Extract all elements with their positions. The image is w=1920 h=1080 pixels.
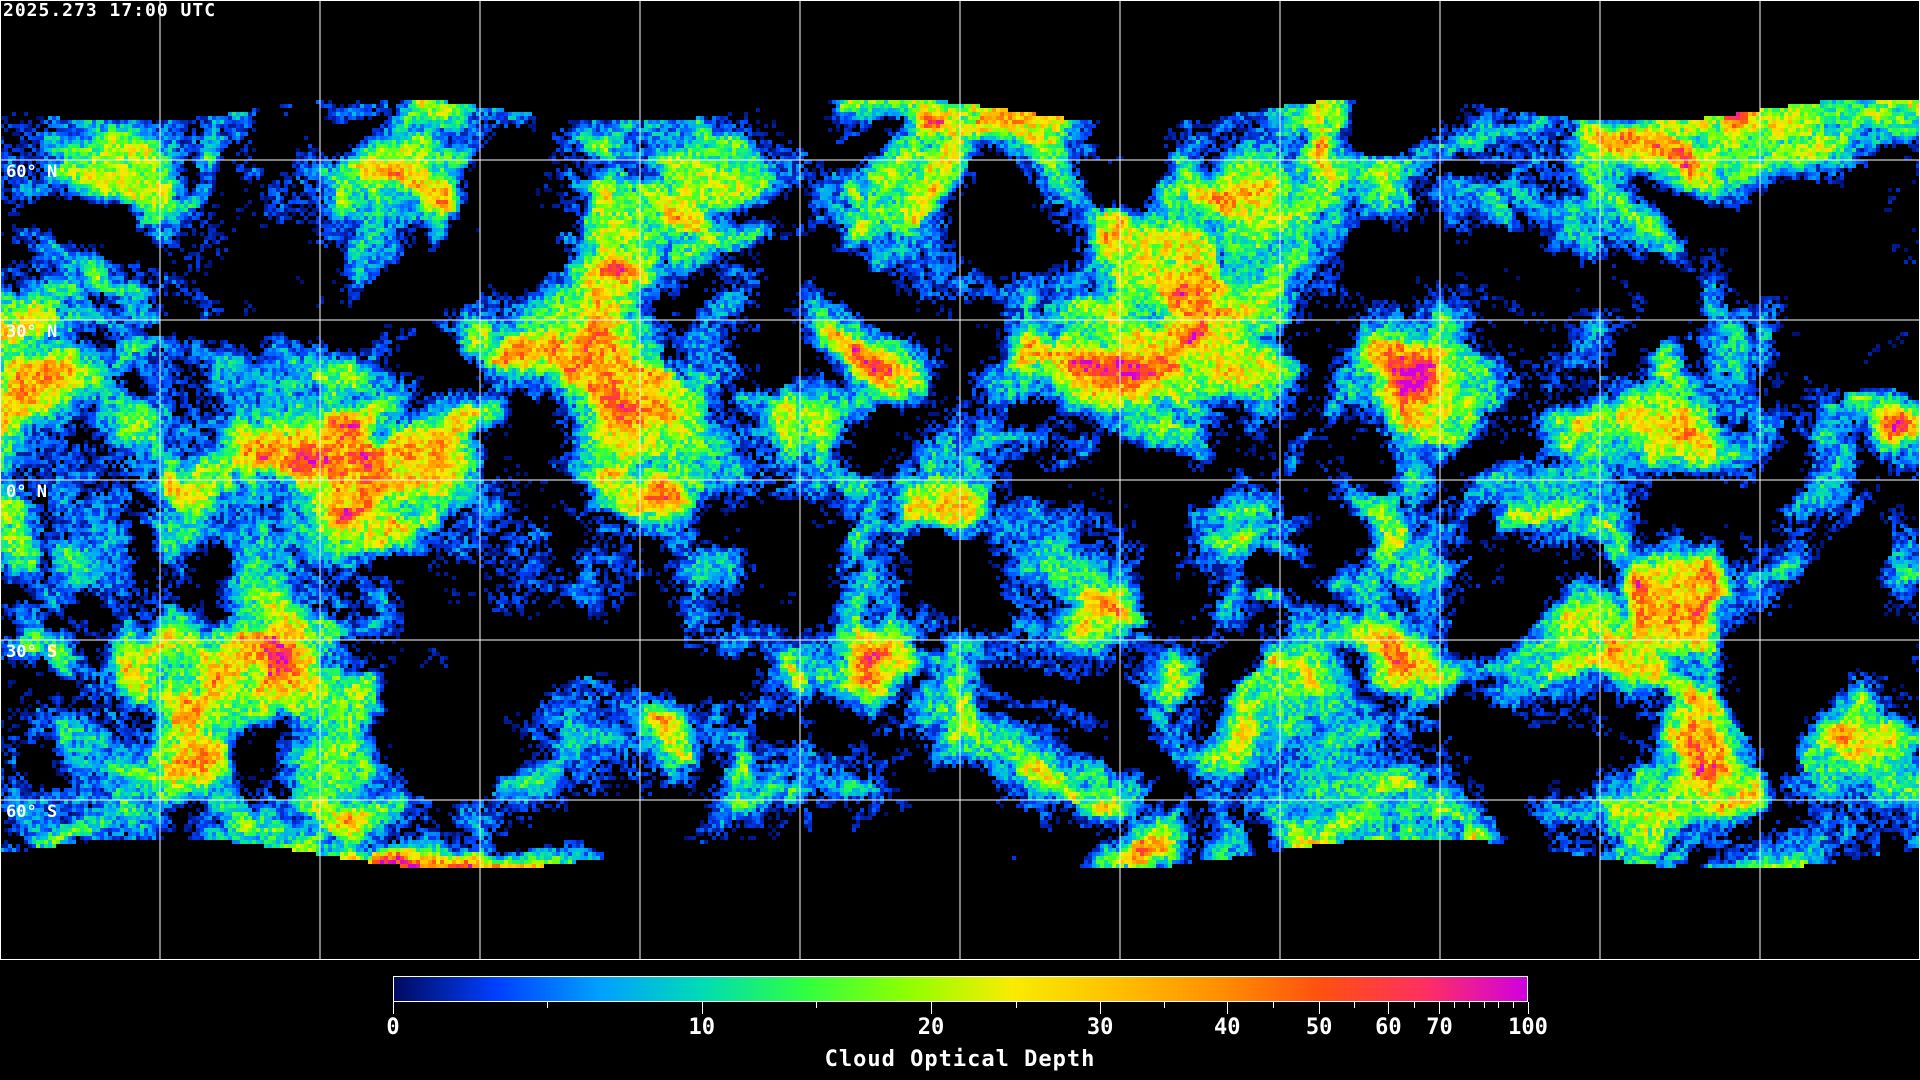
colorbar-minor-tick bbox=[547, 1002, 549, 1008]
lat-label-60s: 60° S bbox=[6, 802, 58, 822]
colorbar-minor-tick bbox=[1015, 1002, 1017, 1008]
colorbar-tick-label: 70 bbox=[1426, 1015, 1453, 1040]
lat-label-30s: 30° S bbox=[6, 642, 58, 662]
colorbar-minor-tick bbox=[1468, 1002, 1470, 1008]
colorbar-minor-tick bbox=[1513, 1002, 1515, 1008]
colorbar-tick-label: 100 bbox=[1508, 1015, 1548, 1040]
colorbar-tick-label: 60 bbox=[1375, 1015, 1402, 1040]
colorbar-tick-label: 10 bbox=[688, 1015, 715, 1040]
colorbar-tick-label: 40 bbox=[1213, 1015, 1241, 1040]
colorbar-minor-tick bbox=[1483, 1002, 1485, 1008]
colorbar-major-tick bbox=[1388, 1002, 1390, 1014]
colorbar-major-tick bbox=[1528, 1002, 1529, 1014]
colorbar-tick-label: 0 bbox=[386, 1015, 400, 1040]
colorbar-tick-label: 30 bbox=[1086, 1015, 1114, 1040]
colorbar-major-tick bbox=[930, 1002, 932, 1014]
colorbar-ticks bbox=[0, 1002, 1920, 1022]
colorbar-minor-tick bbox=[816, 1002, 818, 1008]
colorbar-minor-tick bbox=[1273, 1002, 1275, 1008]
colorbar-minor-tick bbox=[1163, 1002, 1165, 1008]
colorbar-major-tick bbox=[701, 1002, 703, 1014]
colorbar-major-tick bbox=[1227, 1002, 1229, 1014]
colorbar-title: Cloud Optical Depth bbox=[824, 1047, 1096, 1072]
lat-lon-grid bbox=[0, 0, 1920, 960]
colorbar-minor-tick bbox=[1413, 1002, 1415, 1008]
colorbar-major-tick bbox=[1439, 1002, 1441, 1014]
timestamp: 2025.273 17:00 UTC bbox=[3, 0, 217, 21]
colorbar-major-tick bbox=[1319, 1002, 1321, 1014]
colorbar-major-tick bbox=[393, 1002, 394, 1014]
colorbar-minor-tick bbox=[1353, 1002, 1355, 1008]
cloud-optical-depth-map: 2025.273 17:00 UTC 60° N 30° N 0° N 30° … bbox=[0, 0, 1920, 960]
colorbar-minor-tick bbox=[1498, 1002, 1500, 1008]
colorbar-major-tick bbox=[1100, 1002, 1102, 1014]
colorbar-tick-label: 20 bbox=[917, 1015, 945, 1040]
lat-label-60n: 60° N bbox=[6, 162, 58, 182]
lat-label-0n: 0° N bbox=[6, 482, 47, 502]
lat-label-30n: 30° N bbox=[6, 322, 58, 342]
colorbar bbox=[393, 976, 1528, 1002]
colorbar-tick-label: 50 bbox=[1305, 1015, 1333, 1040]
colorbar-minor-tick bbox=[1454, 1002, 1456, 1008]
